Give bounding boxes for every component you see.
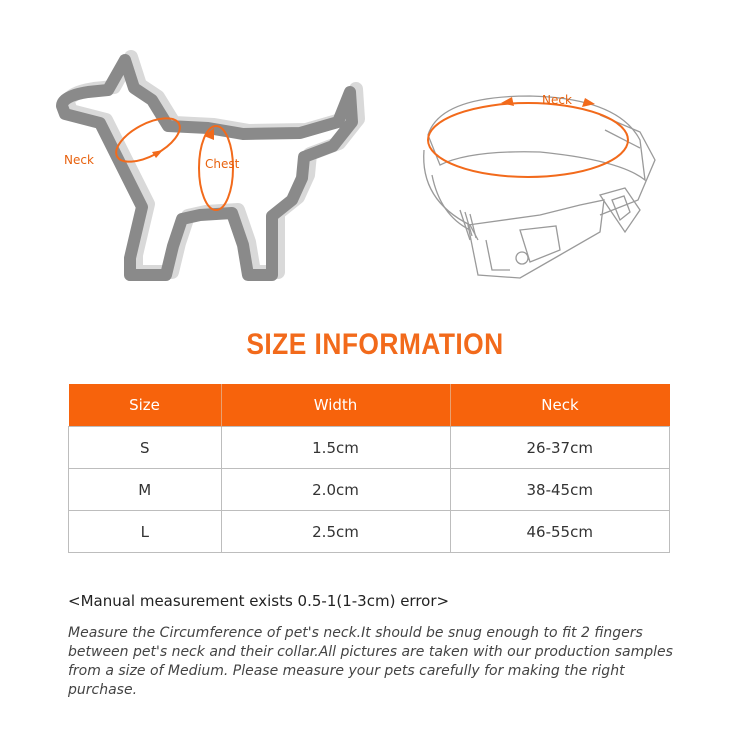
cell-neck: 46-55cm [449,510,670,553]
dog-outline-icon [56,50,365,281]
cell-size: S [68,426,222,469]
cell-width: 2.0cm [220,468,451,511]
size-table: Size Width Neck S 1.5cm 26-37cm M 2.0cm … [68,384,670,553]
dog-chest-measure [198,125,234,211]
table-row: L 2.5cm 46-55cm [68,510,670,553]
measurement-illustration: Neck Chest Neck [56,50,656,281]
dog-neck-label: Neck [64,153,94,167]
header-width: Width [221,384,451,427]
cell-neck: 38-45cm [449,468,670,511]
dog-chest-label: Chest [205,157,240,171]
table-row: S 1.5cm 26-37cm [68,426,670,469]
dog-neck-measure [115,117,181,163]
collar-sketch-icon [423,95,656,279]
measurement-error-note: <Manual measurement exists 0.5-1(1-3cm) … [68,592,450,610]
section-title: SIZE INFORMATION [246,328,504,361]
cell-width: 2.5cm [220,510,451,553]
cell-size: M [68,468,222,511]
collar-neck-measure [427,97,629,178]
table-header-row: Size Width Neck [68,384,670,427]
measurement-description: Measure the Circumference of pet's neck.… [68,625,673,698]
header-size: Size [68,384,222,427]
header-neck: Neck [450,384,670,427]
table-row: M 2.0cm 38-45cm [68,468,670,511]
cell-width: 1.5cm [220,426,451,469]
cell-size: L [68,510,222,553]
cell-neck: 26-37cm [449,426,670,469]
collar-neck-label: Neck [542,93,572,107]
